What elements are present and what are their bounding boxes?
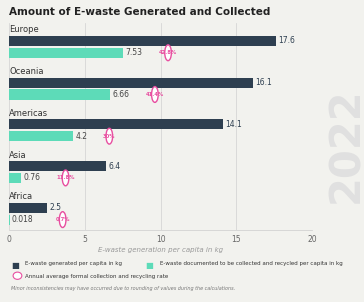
Circle shape — [106, 128, 112, 144]
Bar — [9, 48, 123, 58]
Bar — [9, 203, 47, 213]
Text: 0.76: 0.76 — [23, 173, 40, 182]
Bar — [9, 36, 276, 46]
Circle shape — [165, 45, 171, 61]
Text: Africa: Africa — [9, 192, 33, 201]
Text: 30%: 30% — [103, 134, 115, 139]
Circle shape — [62, 170, 69, 186]
Bar — [9, 119, 223, 129]
Text: ■: ■ — [11, 261, 19, 270]
Text: 16.1: 16.1 — [256, 78, 272, 87]
Text: 4.2: 4.2 — [75, 132, 87, 141]
Bar — [9, 131, 73, 141]
Text: 0.018: 0.018 — [12, 215, 33, 224]
Bar — [9, 78, 253, 88]
Text: 42.8%: 42.8% — [159, 50, 177, 55]
X-axis label: E-waste generation per capita in kg: E-waste generation per capita in kg — [98, 247, 223, 253]
Text: 0.7%: 0.7% — [55, 217, 70, 222]
Bar — [9, 173, 21, 183]
Circle shape — [59, 212, 66, 227]
Text: 17.6: 17.6 — [278, 37, 295, 45]
Text: 6.4: 6.4 — [108, 162, 121, 171]
Text: E-waste documented to be collected and recycled per capita in kg: E-waste documented to be collected and r… — [160, 261, 343, 266]
Text: Americas: Americas — [9, 109, 48, 118]
Text: Asia: Asia — [9, 151, 27, 159]
Text: 2.5: 2.5 — [50, 203, 62, 212]
Text: 2022: 2022 — [325, 87, 364, 203]
Text: 41.4%: 41.4% — [146, 92, 164, 97]
Text: ■: ■ — [146, 261, 154, 270]
Text: Minor inconsistencies may have occurred due to rounding of values during the cal: Minor inconsistencies may have occurred … — [11, 286, 235, 291]
Text: 6.66: 6.66 — [112, 90, 130, 99]
Text: E-waste generated per capita in kg: E-waste generated per capita in kg — [25, 261, 122, 266]
Circle shape — [151, 87, 158, 102]
Bar — [9, 161, 106, 171]
Text: Annual average formal collection and recycling rate: Annual average formal collection and rec… — [25, 274, 169, 279]
Text: Europe: Europe — [9, 25, 39, 34]
Text: Amount of E-waste Generated and Collected: Amount of E-waste Generated and Collecte… — [9, 7, 271, 17]
Bar — [9, 89, 110, 99]
Text: Oceania: Oceania — [9, 67, 44, 76]
Text: 11.8%: 11.8% — [56, 175, 75, 180]
Text: 7.53: 7.53 — [126, 48, 143, 57]
Text: 14.1: 14.1 — [225, 120, 242, 129]
